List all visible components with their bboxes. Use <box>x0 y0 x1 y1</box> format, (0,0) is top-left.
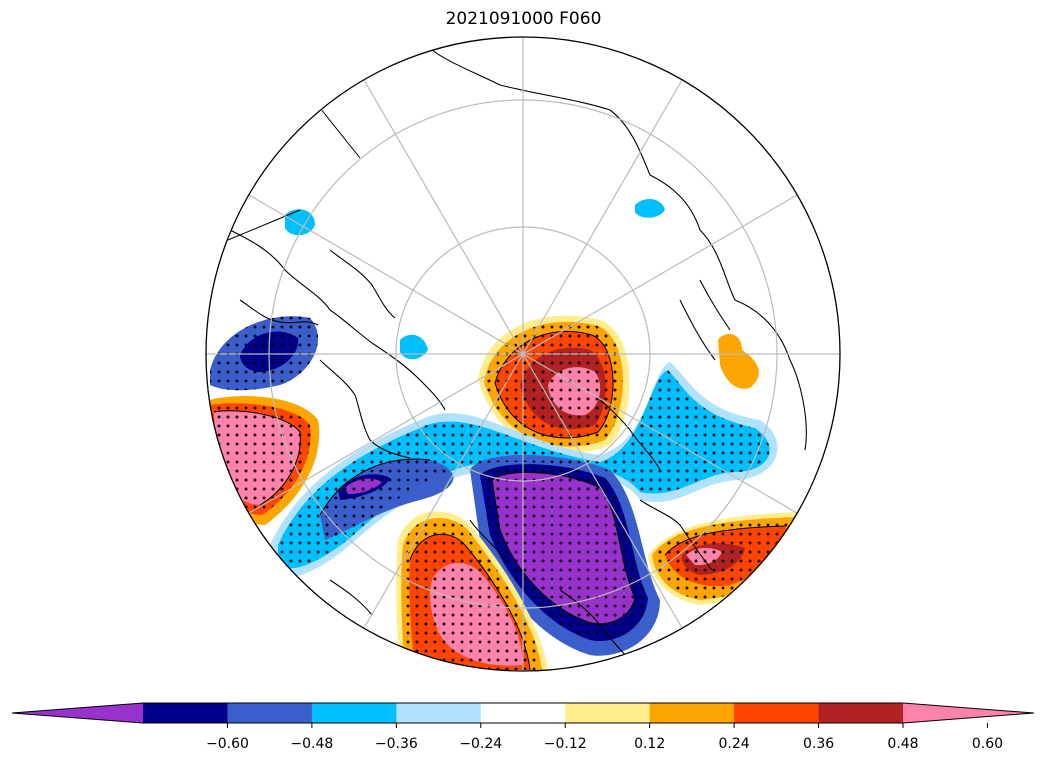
colorbar-ticks: −0.60 −0.48 −0.36 −0.24 −0.12 0.12 0.24 0.36 0.4… <box>206 723 1003 752</box>
colorbar-tick-label: 0.24 <box>719 736 750 752</box>
contour-lines <box>213 330 786 671</box>
colorbar-bin <box>649 703 735 723</box>
colorbar-extend-min <box>12 703 143 723</box>
map-title: 2021091000 F060 <box>445 9 602 29</box>
colorbar-tick-label: −0.48 <box>290 736 333 752</box>
colorbar-bin <box>311 703 397 723</box>
colorbar-tick-label: −0.60 <box>206 736 249 752</box>
map-boundary <box>205 36 841 672</box>
colorbar-tick-label: 0.12 <box>634 736 665 752</box>
colorbar-bin <box>396 703 482 723</box>
political-boundaries <box>227 107 361 241</box>
colorbar-bin <box>143 703 228 723</box>
colorbar-tick-label: 0.48 <box>887 736 918 752</box>
colorbar-tick-label: 0.60 <box>972 736 1003 752</box>
colorbar-bins <box>11 702 1035 724</box>
colorbar-tick-label: 0.36 <box>803 736 834 752</box>
colorbar-tick-label: −0.24 <box>459 736 502 752</box>
colorbar-tick-label: −0.12 <box>544 736 587 752</box>
colorbar-bin <box>734 703 820 723</box>
colorbar-bin <box>227 703 313 723</box>
colorbar-bin <box>818 703 904 723</box>
colorbar-bin <box>480 703 566 723</box>
colorbar-bin <box>565 703 651 723</box>
colorbar-outline <box>11 702 1035 724</box>
colorbar-extend-max <box>903 703 1034 723</box>
polar-map <box>205 36 841 672</box>
colorbar-tick-label: −0.36 <box>375 736 418 752</box>
graticule <box>206 37 840 671</box>
